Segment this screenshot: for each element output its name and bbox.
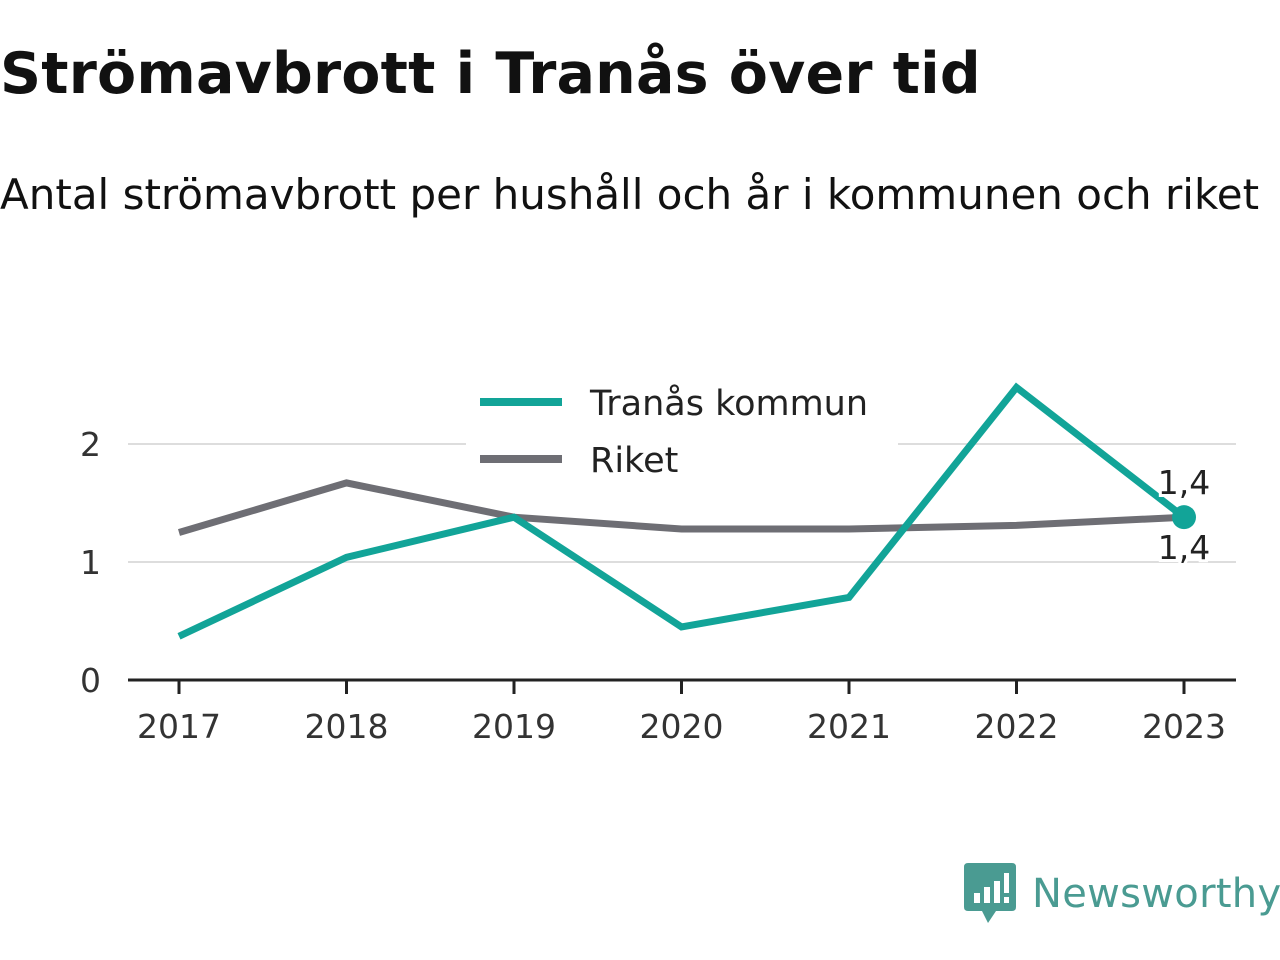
x-tick-label-2021: 2021 bbox=[807, 707, 891, 746]
x-tick-label-2018: 2018 bbox=[305, 707, 389, 746]
x-axis: 2017 2018 2019 2020 2021 2022 2023 bbox=[128, 678, 1236, 746]
x-tick-label-2017: 2017 bbox=[137, 707, 221, 746]
newsworthy-brand: Newsworthy bbox=[964, 862, 1280, 926]
legend: Tranås kommun Riket bbox=[466, 376, 898, 494]
x-tick-label-2023: 2023 bbox=[1142, 707, 1226, 746]
legend-label-tranås-kommun: Tranås kommun bbox=[589, 383, 868, 424]
x-tick-label-2019: 2019 bbox=[472, 707, 556, 746]
series-lines bbox=[177, 382, 1187, 640]
brand-name: Newsworthy bbox=[1032, 871, 1280, 917]
chart-title: Strömavbrott i Tranås över tid bbox=[0, 41, 981, 107]
data-label-riket: 1,4 bbox=[1158, 463, 1210, 502]
y-tick-label-0: 0 bbox=[80, 661, 101, 700]
chart-subtitle: Antal strömavbrott per hushåll och år i … bbox=[0, 170, 1260, 219]
data-labels: 1,4 1,4 bbox=[1155, 460, 1213, 570]
y-tick-label-2: 2 bbox=[80, 425, 101, 464]
x-tick-label-2020: 2020 bbox=[640, 707, 724, 746]
legend-background bbox=[466, 376, 898, 494]
end-point-marker bbox=[1172, 505, 1196, 530]
x-tick-label-2022: 2022 bbox=[975, 707, 1059, 746]
series-line-riket bbox=[178, 479, 1185, 536]
newsworthy-logo-icon bbox=[964, 863, 1016, 923]
legend-label-riket: Riket bbox=[590, 441, 678, 481]
data-label-tranås-kommun: 1,4 bbox=[1158, 528, 1210, 567]
series-line-tranås-kommun bbox=[177, 382, 1187, 640]
y-tick-label-1: 1 bbox=[80, 543, 101, 582]
